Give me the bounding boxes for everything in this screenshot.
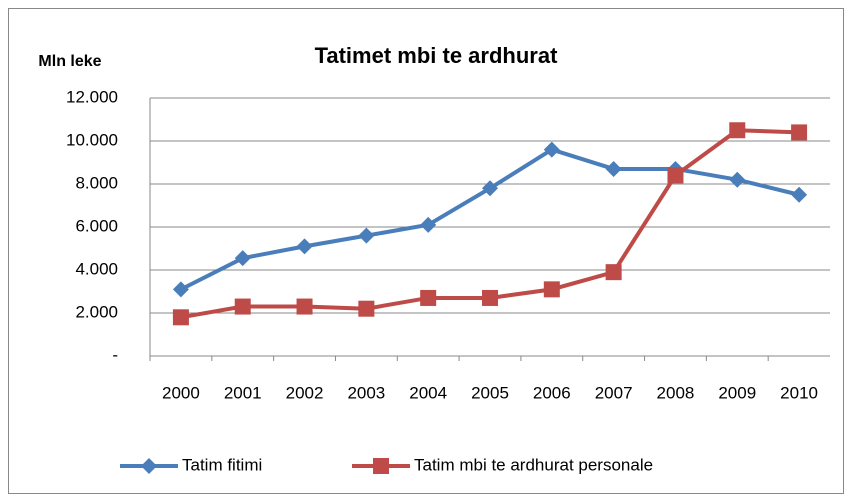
x-tick-label: 2005: [471, 383, 509, 402]
marker: [358, 300, 375, 317]
x-tick-label: 2010: [780, 383, 818, 402]
x-tick-label: 2002: [286, 383, 324, 402]
legend-label: Tatim fitimi: [182, 455, 262, 474]
chart-title: Tatimet mbi te ardhurat: [315, 43, 559, 68]
marker: [172, 281, 189, 298]
marker: [234, 250, 251, 267]
marker: [729, 171, 746, 188]
marker: [296, 238, 313, 255]
y-tick-label: 4.000: [75, 259, 118, 278]
marker: [482, 289, 498, 306]
x-tick-label: 2009: [718, 383, 756, 402]
y-tick-label: 12.000: [66, 87, 118, 106]
x-tick-label: 2008: [657, 383, 695, 402]
y-tick-label: -: [112, 345, 118, 364]
y-axis-label: Mln leke: [38, 53, 101, 70]
marker: [141, 458, 157, 474]
marker: [543, 141, 560, 158]
marker: [667, 167, 684, 184]
y-tick-label: 10.000: [66, 130, 118, 149]
marker: [605, 160, 622, 177]
marker: [234, 298, 251, 315]
marker: [791, 186, 808, 203]
marker: [420, 216, 437, 233]
marker: [296, 298, 313, 315]
x-tick-label: 2004: [409, 383, 447, 402]
x-tick-label: 2001: [224, 383, 262, 402]
marker: [172, 309, 189, 326]
marker: [729, 122, 746, 139]
marker: [482, 180, 498, 197]
marker: [420, 289, 437, 306]
x-tick-label: 2003: [347, 383, 385, 402]
x-tick-label: 2006: [533, 383, 571, 402]
marker: [543, 281, 560, 298]
y-tick-label: 6.000: [75, 216, 118, 235]
marker: [605, 264, 622, 281]
legend-label: Tatim mbi te ardhurat personale: [414, 455, 653, 474]
marker: [791, 124, 808, 141]
y-tick-label: 2.000: [75, 302, 118, 321]
x-tick-label: 2000: [162, 383, 200, 402]
y-tick-label: 8.000: [75, 173, 118, 192]
marker: [358, 227, 375, 244]
marker: [373, 458, 389, 474]
chart-border: [8, 8, 844, 494]
x-tick-label: 2007: [595, 383, 633, 402]
